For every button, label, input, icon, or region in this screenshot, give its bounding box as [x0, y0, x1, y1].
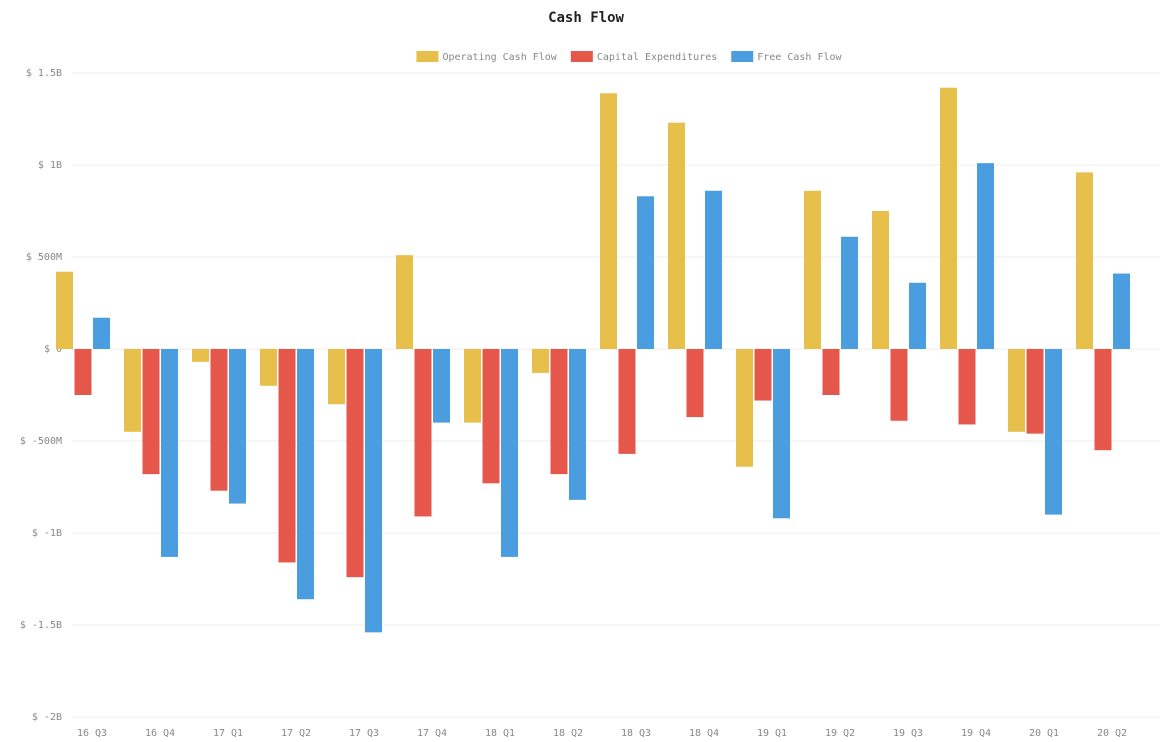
x-tick-label: 20 Q1: [1029, 728, 1059, 739]
bar: [328, 349, 345, 405]
bar: [210, 349, 228, 491]
bar: [940, 87, 957, 349]
bar: [93, 317, 110, 349]
bar: [909, 282, 926, 349]
bar: [668, 122, 685, 350]
x-tick-label: 19 Q3: [893, 728, 923, 739]
bar: [804, 190, 821, 349]
bar: [482, 349, 500, 484]
x-tick-label: 17 Q3: [349, 728, 379, 739]
bar: [229, 349, 246, 504]
legend-label: Free Cash Flow: [757, 52, 842, 63]
bar: [260, 349, 277, 386]
bar: [1113, 273, 1130, 349]
bar: [142, 349, 160, 475]
y-tick-label: $ 1.5B: [26, 68, 62, 79]
y-tick-label: $ -1.5B: [20, 620, 62, 631]
y-tick-label: $ 500M: [26, 252, 62, 263]
bar: [569, 349, 586, 500]
bar: [550, 349, 568, 475]
bar: [1076, 172, 1093, 349]
bar: [977, 163, 994, 349]
x-tick-label: 19 Q2: [825, 728, 855, 739]
bar: [297, 349, 314, 600]
x-tick-label: 17 Q1: [213, 728, 243, 739]
y-tick-label: $ -500M: [20, 436, 62, 447]
bar: [365, 349, 382, 633]
bar: [1008, 349, 1025, 432]
bar: [773, 349, 790, 519]
x-tick-label: 17 Q4: [417, 728, 447, 739]
legend-label: Capital Expenditures: [597, 52, 717, 63]
y-tick-label: $ 1B: [38, 160, 62, 171]
bar: [872, 211, 889, 349]
bar: [600, 93, 617, 350]
bar: [433, 349, 450, 423]
y-tick-label: $ 0: [44, 344, 62, 355]
y-tick-label: $ -1B: [32, 528, 62, 539]
bar: [754, 349, 772, 401]
bar: [841, 236, 858, 349]
x-tick-label: 18 Q3: [621, 728, 651, 739]
bar: [890, 349, 908, 421]
bar: [501, 349, 518, 557]
x-tick-label: 18 Q1: [485, 728, 515, 739]
bar: [346, 349, 364, 578]
x-tick-label: 19 Q1: [757, 728, 787, 739]
legend-label: Operating Cash Flow: [442, 52, 557, 63]
bar: [1094, 349, 1112, 451]
x-tick-label: 18 Q4: [689, 728, 719, 739]
bar: [192, 349, 209, 362]
bar: [464, 349, 481, 423]
bar: [161, 349, 178, 557]
x-tick-label: 16 Q3: [77, 728, 107, 739]
x-tick-label: 19 Q4: [961, 728, 991, 739]
bar: [958, 349, 976, 425]
bar: [124, 349, 141, 432]
bar: [56, 271, 73, 349]
bar: [396, 255, 413, 349]
chart-title: Cash Flow: [548, 10, 624, 26]
bar: [1045, 349, 1062, 515]
bar: [637, 196, 654, 349]
bar: [705, 190, 722, 349]
legend-swatch: [570, 51, 593, 62]
bar: [618, 349, 636, 454]
x-tick-label: 20 Q2: [1097, 728, 1127, 739]
bar: [736, 349, 753, 467]
bar: [74, 349, 92, 395]
bar: [822, 349, 840, 395]
bar: [1026, 349, 1044, 434]
legend-swatch: [416, 51, 439, 62]
bar: [532, 349, 549, 373]
bar: [414, 349, 432, 517]
x-tick-label: 16 Q4: [145, 728, 175, 739]
legend-swatch: [731, 51, 754, 62]
bar: [278, 349, 296, 563]
y-tick-label: $ -2B: [32, 712, 62, 723]
x-tick-label: 17 Q2: [281, 728, 311, 739]
bar: [686, 349, 704, 418]
x-tick-label: 18 Q2: [553, 728, 583, 739]
